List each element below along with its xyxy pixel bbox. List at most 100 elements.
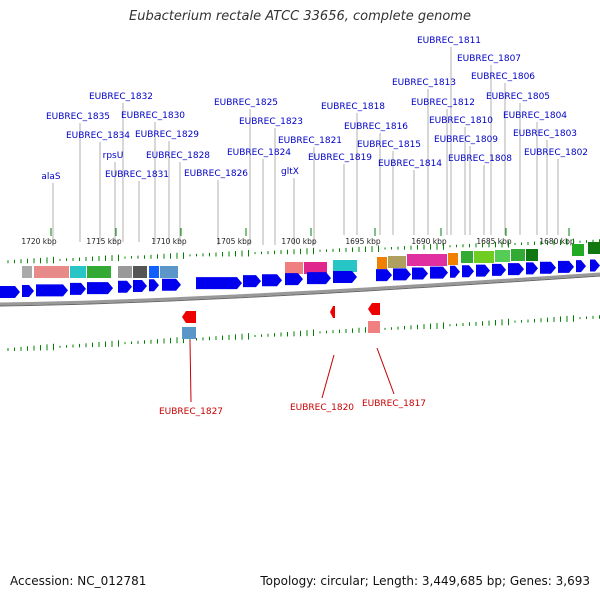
feature-block — [70, 266, 86, 278]
forward-gene-arrow — [133, 280, 147, 293]
forward-gene-arrow — [450, 265, 460, 278]
reverse-gene-arrow — [182, 311, 196, 323]
forward-gene-arrow — [262, 274, 282, 287]
feature-block — [511, 249, 525, 261]
feature-block — [34, 266, 69, 278]
forward-gene-arrow — [87, 282, 113, 295]
gene-label: EUBREC_1814 — [378, 159, 442, 169]
feature-block — [572, 244, 584, 256]
gene-label: EUBREC_1807 — [457, 54, 521, 64]
gene-label: EUBREC_1809 — [434, 135, 498, 145]
gene-label: EUBREC_1830 — [121, 111, 185, 121]
gene-label: EUBREC_1802 — [524, 148, 588, 158]
gene-label: rpsU — [103, 151, 124, 161]
feature-block — [474, 251, 494, 263]
gene-label: EUBREC_1813 — [392, 78, 456, 88]
scale-label: 1710 kbp — [151, 237, 187, 246]
forward-gene-arrow — [307, 272, 331, 285]
topology-text: Topology: circular; Length: 3,449,685 bp… — [260, 574, 590, 588]
feature-block — [333, 260, 357, 272]
forward-gene-arrow — [376, 269, 392, 282]
feature-block — [285, 262, 303, 274]
feature-block — [407, 254, 447, 266]
gene-label: EUBREC_1832 — [89, 92, 153, 102]
feature-block — [182, 327, 196, 339]
forward-gene-arrow — [430, 266, 448, 279]
gene-label: EUBREC_1803 — [513, 129, 577, 139]
feature-block — [304, 262, 327, 274]
feature-block — [448, 253, 458, 265]
gene-label: alaS — [41, 172, 61, 182]
gene-label: EUBREC_1816 — [344, 122, 408, 132]
forward-gene-arrow — [590, 259, 600, 272]
forward-gene-arrow — [118, 280, 132, 293]
label-leader-line — [321, 354, 335, 399]
feature-block — [149, 266, 159, 278]
gene-label: EUBREC_1828 — [146, 151, 210, 161]
forward-gene-arrow — [149, 279, 159, 292]
forward-gene-arrow — [558, 260, 574, 273]
gene-label: EUBREC_1821 — [278, 136, 342, 146]
gene-label: EUBREC_1829 — [135, 130, 199, 140]
map-title: Eubacterium rectale ATCC 33656, complete… — [129, 9, 471, 24]
feature-block — [388, 256, 406, 268]
scale-ruler: 1720 kbp 1715 kbp 1710 kbp 1705 kbp 1700 kbp… — [7, 228, 600, 352]
scale-label: 1700 kbp — [281, 237, 317, 246]
gene-label: gltX — [281, 167, 299, 177]
forward-gene-arrow — [243, 275, 261, 288]
forward-gene-arrow — [0, 286, 20, 298]
top-gene-labels: EUBREC_1811 EUBREC_1807 EUBREC_1806 EUBREC_… — [41, 36, 588, 245]
gene-label: EUBREC_1805 — [486, 92, 550, 102]
forward-gene-arrow — [462, 265, 474, 278]
feature-block — [133, 266, 147, 278]
label-leader-line — [376, 347, 395, 395]
feature-block — [160, 266, 178, 278]
forward-gene-arrow — [476, 264, 490, 277]
forward-gene-arrow — [492, 263, 506, 276]
forward-gene-arrow — [285, 273, 303, 286]
scale-label: 1690 kbp — [411, 237, 447, 246]
gene-label: EUBREC_1824 — [227, 148, 291, 158]
genome-backbone — [0, 272, 600, 307]
bottom-gene-labels: EUBREC_1827 EUBREC_1820 EUBREC_1817 — [159, 339, 426, 417]
reverse-gene-arrow — [368, 303, 380, 315]
feature-block — [461, 251, 473, 263]
gene-label: EUBREC_1804 — [503, 111, 567, 121]
feature-block — [87, 266, 111, 278]
scale-label: 1705 kbp — [216, 237, 252, 246]
forward-gene-arrow — [393, 268, 411, 281]
gene-label: EUBREC_1818 — [321, 102, 385, 112]
gene-label: EUBREC_1823 — [239, 117, 303, 127]
forward-gene-arrow — [22, 285, 34, 298]
gene-label: EUBREC_1820 — [290, 403, 354, 413]
forward-gene-arrow — [70, 282, 86, 295]
gene-label: EUBREC_1817 — [362, 399, 426, 409]
reverse-gene-arrow — [330, 306, 335, 318]
gene-label: EUBREC_1835 — [46, 112, 110, 122]
feature-block — [495, 250, 510, 262]
forward-gene-arrow — [162, 278, 181, 291]
accession-text: Accession: NC_012781 — [10, 574, 147, 588]
gene-label: EUBREC_1811 — [417, 36, 481, 46]
forward-gene-arrow — [576, 260, 586, 273]
forward-gene-arrow — [540, 261, 556, 274]
gene-label: EUBREC_1810 — [429, 116, 493, 126]
gene-label: EUBREC_1815 — [357, 140, 421, 150]
scale-label: 1685 kbp — [476, 237, 512, 246]
forward-gene-arrow — [333, 271, 357, 284]
feature-block — [588, 242, 600, 254]
forward-gene-arrow — [196, 277, 242, 290]
forward-gene-arrow — [508, 263, 524, 276]
gene-label: EUBREC_1827 — [159, 407, 223, 417]
scale-label: 1715 kbp — [86, 237, 122, 246]
feature-tracks — [0, 242, 600, 339]
backbone-shadow — [0, 275, 600, 307]
feature-block — [368, 321, 380, 333]
gene-label: EUBREC_1834 — [66, 131, 130, 141]
feature-block — [22, 266, 32, 278]
feature-block — [377, 257, 387, 269]
scale-label: 1695 kbp — [345, 237, 381, 246]
forward-gene-arrow — [36, 284, 68, 297]
label-leader-line — [189, 339, 192, 403]
